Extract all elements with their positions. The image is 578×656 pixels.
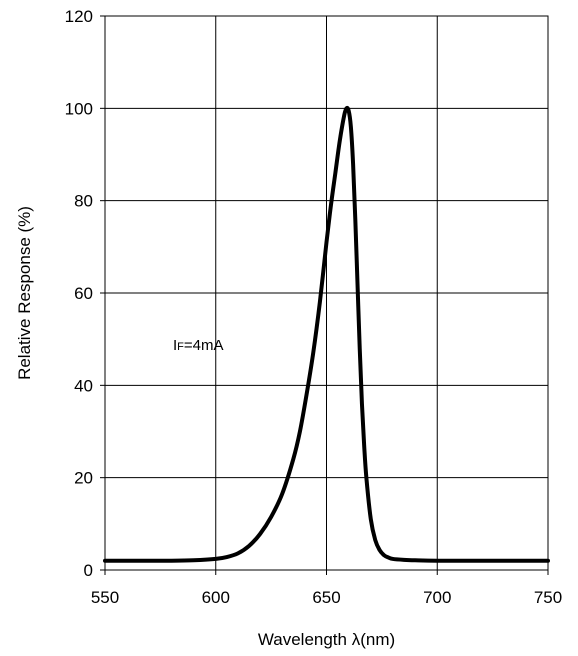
annotation-suffix: =4mA (184, 337, 224, 354)
plot-area-frame (104, 15, 549, 571)
annotation-forward-current: IF=4mA (173, 337, 224, 354)
tick-labels: 550 600 650 700 750 0 20 40 60 80 100 120 (65, 7, 563, 607)
grid-lines (100, 15, 549, 575)
x-axis-label: Wavelength λ(nm) (258, 630, 395, 649)
y-tick-label: 20 (74, 469, 93, 488)
x-tick-label: 700 (423, 588, 451, 607)
y-tick-label: 0 (84, 561, 93, 580)
x-tick-label: 550 (91, 588, 119, 607)
y-tick-label: 40 (74, 376, 93, 395)
y-tick-label: 60 (74, 284, 93, 303)
y-tick-label: 100 (65, 99, 93, 118)
y-tick-label: 120 (65, 7, 93, 26)
y-axis-label: Relative Response (%) (15, 206, 34, 380)
x-tick-label: 650 (312, 588, 340, 607)
series-line-response (103, 105, 550, 563)
annotation-subscript: F (177, 341, 184, 353)
x-tick-label: 750 (534, 588, 562, 607)
annotation-main: I (173, 337, 177, 354)
y-tick-label: 80 (74, 192, 93, 211)
x-tick-label: 600 (202, 588, 230, 607)
